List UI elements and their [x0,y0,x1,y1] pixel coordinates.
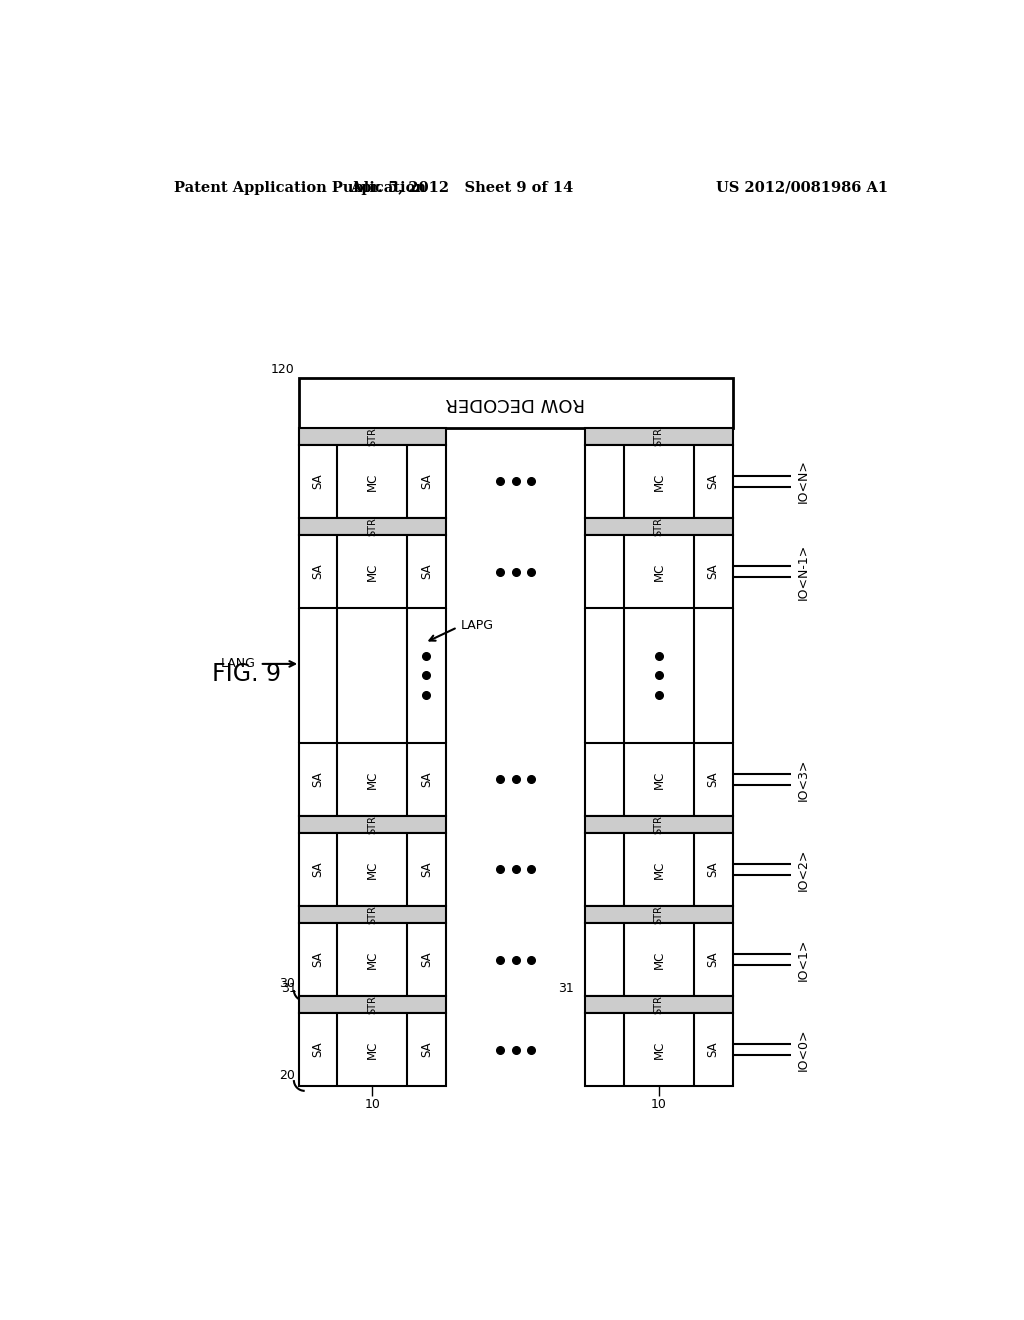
Text: MC: MC [652,861,666,879]
Text: SA: SA [311,564,325,579]
Bar [299,517,445,535]
Bar [586,833,732,906]
Text: STR: STR [654,426,664,446]
Bar [586,906,732,923]
Bar [586,997,732,1014]
Bar [586,428,732,445]
Text: SA: SA [420,772,433,787]
Text: 31: 31 [282,982,297,995]
Bar [299,1014,445,1086]
Text: MC: MC [652,473,666,491]
Bar [299,535,445,609]
Text: STR: STR [368,517,377,536]
Bar [299,445,445,517]
Text: SA: SA [420,1041,433,1057]
Text: 31: 31 [558,982,573,995]
Bar [299,428,445,445]
Text: SA: SA [707,1041,720,1057]
Text: IO<2>: IO<2> [797,849,810,891]
Text: LAPG: LAPG [461,619,495,631]
Text: SA: SA [311,1041,325,1057]
Text: SA: SA [707,474,720,490]
Text: SA: SA [311,474,325,490]
Text: STR: STR [654,814,664,834]
Text: IO<0>: IO<0> [797,1028,810,1071]
Text: MC: MC [366,473,379,491]
Text: MC: MC [366,562,379,581]
Text: MC: MC [652,562,666,581]
Text: Patent Application Publication: Patent Application Publication [174,181,427,194]
Text: MC: MC [366,861,379,879]
Text: SA: SA [420,474,433,490]
Text: STR: STR [654,995,664,1014]
Bar [586,816,732,833]
Text: US 2012/0081986 A1: US 2012/0081986 A1 [716,181,888,194]
Text: 20: 20 [279,1069,295,1082]
Text: MC: MC [366,770,379,788]
Text: IO<N>: IO<N> [797,459,810,503]
Bar [586,535,732,609]
Bar [299,997,445,1014]
Text: IO<3>: IO<3> [797,758,810,801]
Bar [586,923,732,997]
Bar [299,923,445,997]
Text: SA: SA [420,952,433,968]
Text: MC: MC [652,950,666,969]
Text: MC: MC [366,1040,379,1059]
Text: MC: MC [652,770,666,788]
Text: SA: SA [707,772,720,787]
Text: MC: MC [366,950,379,969]
Text: SA: SA [311,952,325,968]
Text: SA: SA [420,862,433,878]
Bar [299,906,445,923]
Text: SA: SA [707,564,720,579]
Text: 10: 10 [651,1098,667,1111]
Text: LANG: LANG [221,657,256,671]
Bar [586,517,732,535]
Text: SA: SA [707,952,720,968]
Bar [299,743,445,816]
Text: IO<1>: IO<1> [797,939,810,981]
Text: STR: STR [368,906,377,924]
Text: MC: MC [652,1040,666,1059]
Text: SA: SA [311,862,325,878]
Bar [586,445,732,517]
Text: STR: STR [368,995,377,1014]
Bar [299,833,445,906]
Text: 120: 120 [271,363,295,376]
Text: STR: STR [654,906,664,924]
Text: ROW DECODER: ROW DECODER [445,393,586,412]
Bar [586,1014,732,1086]
Text: STR: STR [654,517,664,536]
Bar [586,743,732,816]
Text: 10: 10 [365,1098,380,1111]
Text: STR: STR [368,814,377,834]
Bar [299,816,445,833]
Text: STR: STR [368,426,377,446]
Text: SA: SA [707,862,720,878]
Text: Apr. 5, 2012   Sheet 9 of 14: Apr. 5, 2012 Sheet 9 of 14 [349,181,572,194]
Text: IO<N-1>: IO<N-1> [797,544,810,599]
Text: SA: SA [420,564,433,579]
Text: FIG. 9: FIG. 9 [212,663,281,686]
Text: SA: SA [311,772,325,787]
Bar [299,378,732,428]
Text: 30: 30 [279,977,295,990]
